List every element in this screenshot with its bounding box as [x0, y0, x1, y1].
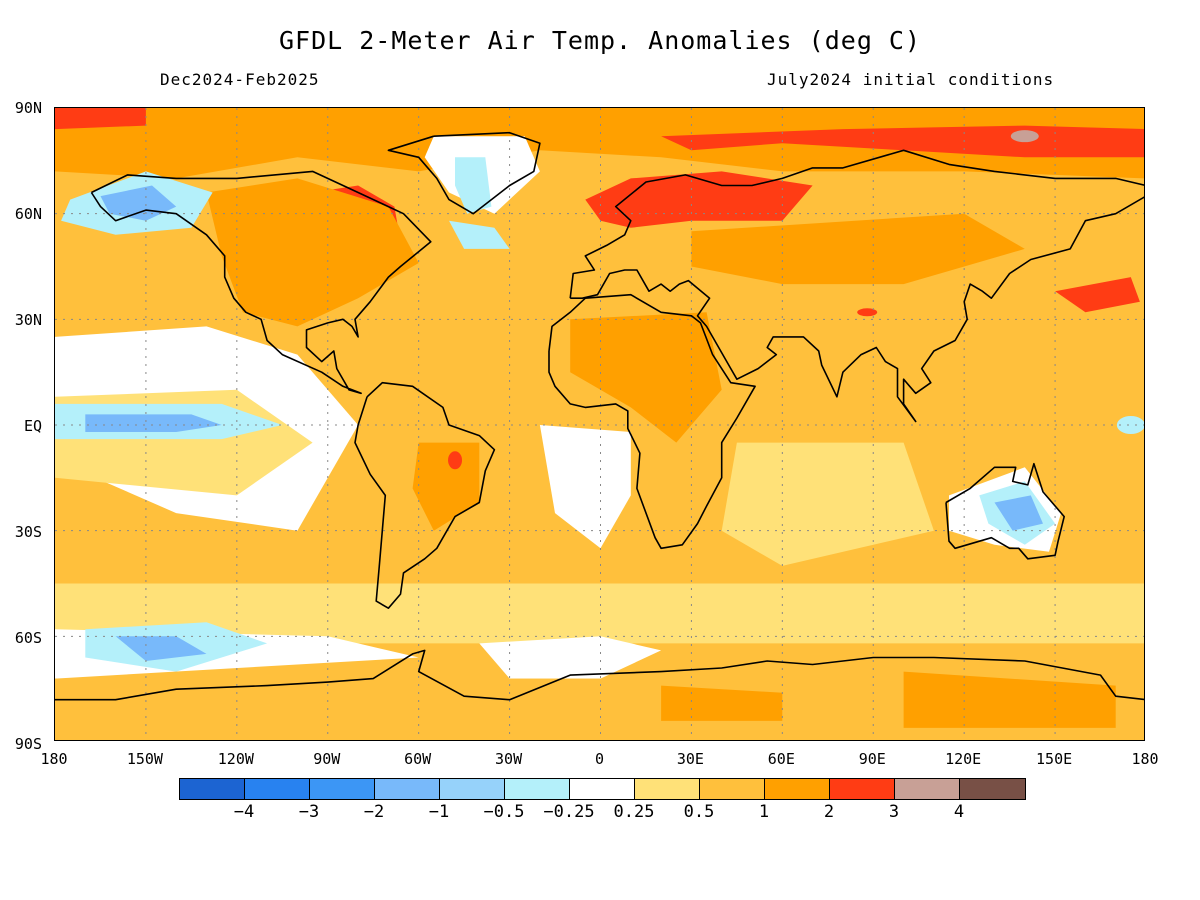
legend-swatch	[570, 779, 635, 799]
legend-label: 4	[953, 802, 965, 822]
legend-swatch	[700, 779, 765, 799]
lon-label-90w: 90W	[313, 750, 341, 768]
brazil-red-spot	[448, 451, 463, 470]
western-pacific-cool	[1116, 416, 1144, 434]
lat-label-eq: EQ	[23, 417, 42, 435]
greenland-cool	[455, 157, 492, 214]
equatorial-cold-core	[85, 414, 222, 432]
east-antarctica-warm	[903, 671, 1116, 728]
africa-coastline	[548, 293, 756, 550]
lat-label-90s: 90S	[14, 735, 42, 753]
arctic-pink-spot	[1010, 130, 1039, 143]
legend-swatch	[830, 779, 895, 799]
legend-swatch	[245, 779, 310, 799]
color-legend	[179, 778, 1026, 800]
north-america-warm	[206, 178, 419, 327]
lon-label-150w: 150W	[126, 750, 163, 768]
legend-swatch	[895, 779, 960, 799]
antarctica-coastline	[55, 649, 1144, 701]
south-atlantic-neutral	[539, 425, 631, 549]
legend-swatch	[375, 779, 440, 799]
initial-conditions: July2024 initial conditions	[767, 70, 1055, 89]
legend-label: −2	[363, 802, 385, 822]
legend-swatch	[635, 779, 700, 799]
legend-swatch	[440, 779, 505, 799]
anomaly-map-canvas	[55, 108, 1144, 740]
legend-swatch	[505, 779, 570, 799]
forecast-period: Dec2024-Feb2025	[160, 70, 320, 89]
north-pacific-red	[1055, 277, 1140, 313]
lon-label-0: 0	[594, 750, 605, 768]
greenland-coastline	[387, 131, 541, 215]
legend-label: −4	[233, 802, 255, 822]
legend-label: 0.25	[613, 802, 655, 822]
south-america-warm	[412, 442, 480, 531]
legend-label: 3	[888, 802, 900, 822]
legend-label: −0.25	[543, 802, 595, 822]
lon-label-120e: 120E	[945, 750, 982, 768]
lon-label-30e: 30E	[676, 750, 704, 768]
map-title: GFDL 2-Meter Air Temp. Anomalies (deg C)	[278, 26, 922, 55]
legend-label: −1	[428, 802, 450, 822]
southern-ocean-cold-core	[115, 636, 207, 661]
indian-ocean-yellow	[721, 442, 934, 566]
anomaly-map	[54, 107, 1145, 741]
weddell-neutral	[479, 636, 662, 679]
australia-coastline	[945, 462, 1066, 560]
australia-cold-core	[994, 495, 1043, 531]
legend-label: 0.5	[683, 802, 715, 822]
lat-label-30s: 30S	[14, 523, 42, 541]
arctic-red-nw	[55, 108, 146, 130]
africa-warm	[570, 312, 722, 443]
legend-swatch	[960, 779, 1025, 799]
legend-label: 2	[823, 802, 835, 822]
legend-swatch	[310, 779, 375, 799]
lon-label-150e: 150E	[1036, 750, 1073, 768]
lon-label-180: 180	[40, 750, 68, 768]
legend-swatch	[765, 779, 830, 799]
legend-label: −3	[298, 802, 320, 822]
lon-label-60w: 60W	[404, 750, 432, 768]
lon-label-180: 180	[1131, 750, 1159, 768]
tibet-red-spot	[857, 308, 878, 317]
lon-label-120w: 120W	[217, 750, 254, 768]
lon-label-90e: 90E	[858, 750, 886, 768]
lat-label-60n: 60N	[14, 205, 42, 223]
eurasia-coastline	[569, 149, 1144, 423]
legend-label: 1	[758, 802, 770, 822]
legend-swatch	[180, 779, 245, 799]
south-america-coastline	[354, 381, 496, 610]
lat-label-90n: 90N	[14, 99, 42, 117]
legend-label: −0.5	[483, 802, 525, 822]
lat-label-60s: 60S	[14, 629, 42, 647]
lon-label-60e: 60E	[767, 750, 795, 768]
dronning-maud-warm	[661, 685, 783, 721]
north-america-coastline	[90, 170, 432, 395]
lon-label-30w: 30W	[495, 750, 523, 768]
labrador-sea-cool	[449, 220, 510, 249]
lat-label-30n: 30N	[14, 311, 42, 329]
asia-warm	[691, 213, 1025, 285]
